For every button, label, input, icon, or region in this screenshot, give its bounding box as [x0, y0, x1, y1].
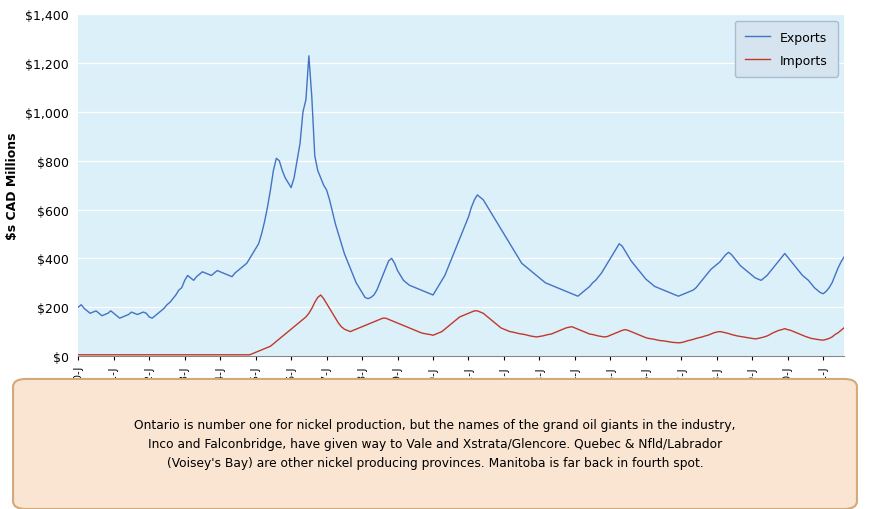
- Exports: [696, 278, 706, 284]
- Exports: [838, 254, 848, 261]
- Exports: [808, 285, 819, 291]
- Line: Imports: Imports: [78, 295, 843, 355]
- X-axis label: Year & Month: Year & Month: [408, 394, 514, 408]
- Exports: [401, 280, 411, 286]
- Imports: [693, 335, 704, 341]
- Imports: [315, 292, 326, 298]
- Imports: [395, 322, 405, 328]
- Imports: [164, 352, 175, 358]
- Imports: [806, 336, 816, 342]
- Imports: [838, 325, 848, 331]
- Text: Ontario is number one for nickel production, but the names of the grand oil gian: Ontario is number one for nickel product…: [134, 418, 735, 469]
- Exports: [73, 304, 83, 310]
- Exports: [303, 53, 314, 60]
- Exports: [168, 296, 178, 302]
- Y-axis label: $s CAD Millions: $s CAD Millions: [6, 132, 19, 239]
- Exports: [115, 316, 125, 322]
- Line: Exports: Exports: [78, 56, 843, 319]
- Exports: [185, 275, 196, 281]
- Imports: [73, 352, 83, 358]
- Imports: [182, 352, 193, 358]
- Legend: Exports, Imports: Exports, Imports: [734, 21, 837, 77]
- Imports: [398, 323, 408, 329]
- Exports: [398, 278, 408, 284]
